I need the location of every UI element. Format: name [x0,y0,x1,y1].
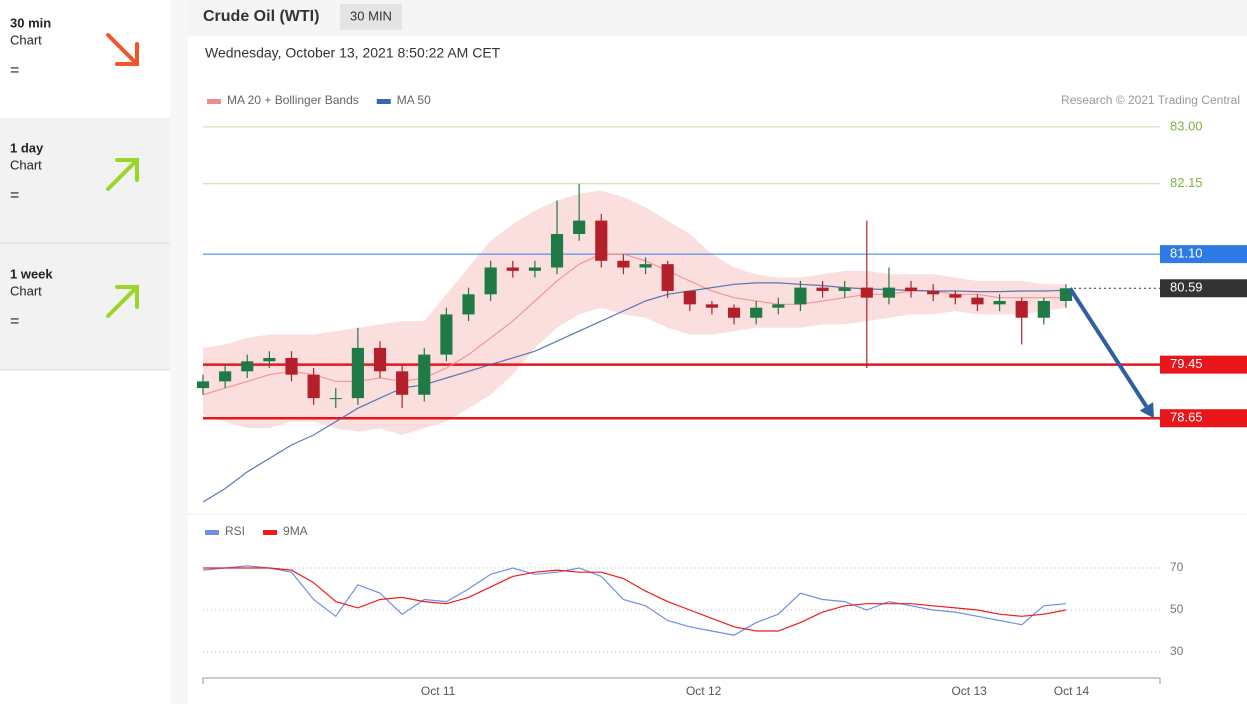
legend-swatch [205,530,219,535]
level-label: 79.45 [1170,356,1203,371]
gutter [170,0,188,704]
y-tick-label: 50 [1170,602,1184,616]
level-label: 83.00 [1170,118,1203,133]
candle-body [816,287,829,291]
x-tick-label: Oct 13 [951,684,987,698]
candle-body [882,287,896,298]
level-label: 81.10 [1170,246,1203,261]
candle-body [550,234,564,268]
sign: = [10,187,19,204]
rsi-line [202,565,1067,636]
candle-body [949,294,962,298]
candle-body [750,307,763,318]
candle-body [838,287,851,291]
candle-body [794,287,807,305]
candle-body [484,267,497,295]
level-box [1160,279,1247,298]
rsi-line [203,567,1067,632]
forecast-arrow [1068,287,1149,408]
candle-body [772,304,785,308]
subtitle: Wednesday, October 13, 2021 8:50:22 AM C… [205,45,501,61]
legend-label: 9MA [283,524,308,538]
candle-body [440,314,453,355]
level-label: 78.65 [1170,410,1203,425]
candle-body [196,381,210,389]
candle-body [971,297,984,305]
arrow-down [106,33,139,66]
arrow-up [106,285,139,318]
legend-swatch [207,99,221,104]
candle-body [1015,301,1028,318]
legend-swatch [263,530,278,535]
candle-body [307,374,320,399]
period: 30 min [10,15,51,30]
level-box [1160,409,1247,428]
candle-body [661,264,674,291]
candle-body [506,267,519,271]
timeframe-box[interactable] [340,4,402,30]
candle-body [351,347,364,399]
sign: = [10,62,19,79]
arrow-up [106,158,139,191]
candle-body [1059,288,1073,301]
level-box [1160,355,1247,374]
forecast-arrowhead [1139,402,1154,419]
candle-body [683,290,696,305]
ma-line [202,282,1067,503]
candle-body [373,347,387,372]
candle-body [860,287,873,298]
sign: = [10,313,19,330]
legend-label: MA 50 [397,93,431,107]
timeframe[interactable]: 30 MIN [350,8,392,23]
level-box [1160,245,1247,264]
candle-body [639,264,652,268]
trend-icons [106,33,139,318]
candle-body [1037,301,1050,318]
label: Chart [10,32,42,47]
candle-body [705,304,719,308]
legend-label: RSI [225,524,245,538]
x-tick-label: Oct 11 [421,684,456,698]
candle-body [418,354,431,395]
candle-body [617,260,630,268]
candle-body [396,371,409,395]
sidebar-bg [0,118,170,370]
level-label: 82.15 [1170,175,1203,190]
candle-body [927,290,940,295]
x-tick-label: Oct 12 [686,684,722,698]
legend-swatch [376,99,391,104]
level-label: 80.59 [1170,280,1203,295]
candle-body [528,267,541,271]
candle-body [329,398,342,400]
candle-body [727,307,741,318]
credit: Research © 2021 Trading Central [1061,93,1240,107]
chart-title: Crude Oil (WTI) [203,8,319,25]
x-axis [202,677,1161,684]
label: Chart [10,157,42,172]
candle-body [219,371,232,382]
legend-label: MA 20 + Bollinger Bands [227,93,359,107]
candle-body [241,361,254,372]
candle-body [904,287,918,291]
sidebar-item-bg[interactable] [0,0,170,118]
candle-body [263,357,276,362]
candle-body [993,301,1006,305]
x-tick-label: Oct 14 [1054,684,1090,698]
candle-body [285,357,298,375]
candle-body [573,220,586,235]
label: Chart [10,283,42,298]
period: 1 week [10,266,53,281]
candle-body [462,294,475,315]
period: 1 day [10,140,44,155]
y-tick-label: 30 [1170,644,1184,658]
candle-body [595,220,608,261]
y-tick-label: 70 [1170,560,1184,574]
